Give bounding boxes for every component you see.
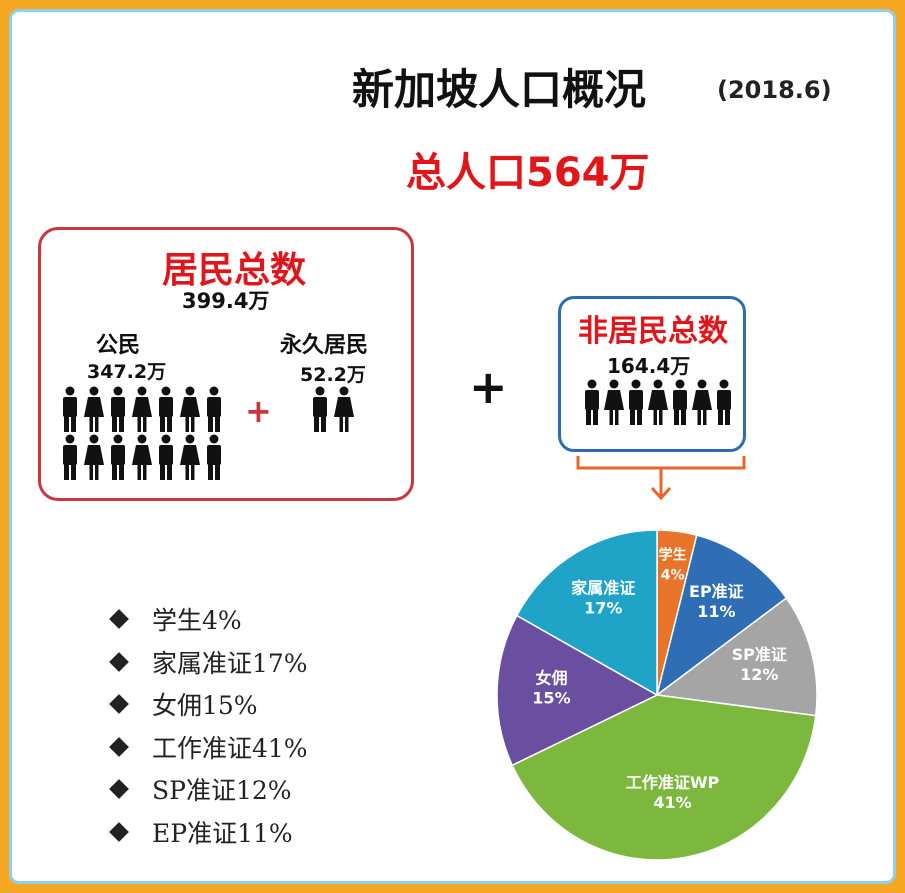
slice-label: 工作准证WP <box>626 773 720 792</box>
slice-label: 女佣 <box>535 669 567 688</box>
non-residents-total: 164.4万 <box>607 354 691 378</box>
male-person-icon <box>207 434 221 480</box>
pie-slice <box>496 614 659 767</box>
residents-total: 399.4万 <box>182 289 270 313</box>
female-person-icon <box>334 386 354 432</box>
legend-label: EP准证11% <box>152 818 293 848</box>
diamond-bullet-icon <box>109 694 129 715</box>
female-person-icon <box>180 386 200 432</box>
female-person-icon <box>132 386 152 432</box>
pie-slice <box>655 596 818 717</box>
non-residents-figures <box>582 378 742 428</box>
non-residents-box <box>558 296 746 452</box>
non-residents-title: 非居民总数 <box>578 314 728 349</box>
male-person-icon <box>207 386 221 432</box>
slice-label: SP准证 <box>732 645 787 664</box>
female-person-icon <box>180 434 200 480</box>
male-person-icon <box>313 386 327 432</box>
total-population: 总人口564万 <box>406 150 650 196</box>
slice-percent-label: 15% <box>532 689 570 708</box>
slice-percent-label: 4% <box>661 567 685 583</box>
male-person-icon <box>159 434 173 480</box>
legend-label: 家属准证17% <box>152 648 308 678</box>
male-person-icon <box>717 379 731 425</box>
legend-label: 女佣15% <box>152 691 258 721</box>
male-person-icon <box>629 379 643 425</box>
slice-label: EP准证 <box>689 582 744 601</box>
male-person-icon <box>111 434 125 480</box>
legend-item: 工作准证41% <box>106 726 308 769</box>
slice-percent-label: 41% <box>653 793 691 812</box>
plus-icon-small: + <box>245 392 272 430</box>
diamond-bullet-icon <box>109 821 129 842</box>
citizens-label: 公民 <box>96 333 141 358</box>
male-person-icon <box>673 379 687 425</box>
male-person-icon <box>159 386 173 432</box>
legend: 学生4% 家属准证17% 女佣15% 工作准证41% SP准证12% EP准证1… <box>106 598 308 853</box>
male-person-icon <box>63 434 77 480</box>
diamond-bullet-icon <box>109 779 129 800</box>
legend-item: 女佣15% <box>106 683 308 726</box>
slice-label: 家属准证 <box>571 578 635 597</box>
female-person-icon <box>604 379 624 425</box>
pr-label: 永久居民 <box>280 333 369 358</box>
plus-icon-large: + <box>469 360 508 414</box>
female-person-icon <box>84 434 104 480</box>
male-person-icon <box>111 386 125 432</box>
female-person-icon <box>692 379 712 425</box>
male-person-icon <box>63 386 77 432</box>
citizens-figures <box>60 385 230 483</box>
diamond-bullet-icon <box>109 651 129 672</box>
female-person-icon <box>648 379 668 425</box>
pie-slice <box>515 529 658 697</box>
female-person-icon <box>132 434 152 480</box>
pr-figures <box>310 385 360 435</box>
legend-item: 学生4% <box>106 598 308 641</box>
legend-item: EP准证11% <box>106 811 308 854</box>
male-person-icon <box>585 379 599 425</box>
slice-percent-label: 12% <box>740 665 778 684</box>
pr-value: 52.2万 <box>300 364 366 386</box>
legend-label: SP准证12% <box>152 776 292 806</box>
slice-percent-label: 17% <box>584 598 622 617</box>
legend-item: SP准证12% <box>106 768 308 811</box>
legend-item: 家属准证17% <box>106 641 308 684</box>
residents-title: 居民总数 <box>162 250 307 291</box>
diamond-bullet-icon <box>109 609 129 630</box>
date-label: (2018.6) <box>717 76 832 104</box>
pie-slice <box>655 534 788 697</box>
slice-percent-label: 11% <box>697 602 735 621</box>
legend-label: 学生4% <box>152 606 242 636</box>
arrow-down-icon <box>576 456 746 501</box>
female-person-icon <box>84 386 104 432</box>
page-title: 新加坡人口概况 <box>352 65 647 114</box>
citizens-value: 347.2万 <box>87 361 167 383</box>
legend-label: 工作准证41% <box>152 733 308 763</box>
pie-slice <box>511 694 817 861</box>
slice-label: 学生 <box>659 546 687 563</box>
diamond-bullet-icon <box>109 736 129 757</box>
